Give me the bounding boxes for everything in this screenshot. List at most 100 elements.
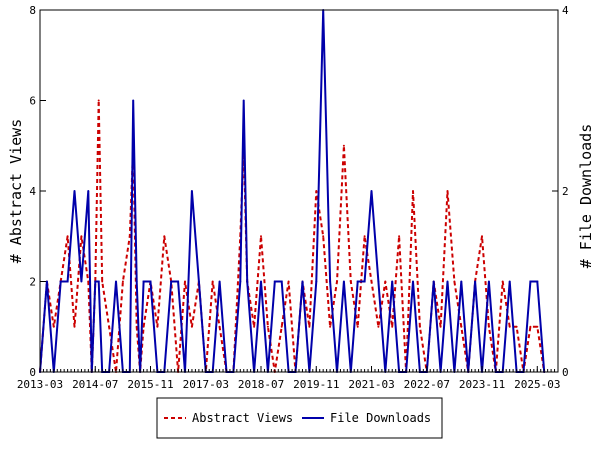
x-tick-label: 2015-11 bbox=[127, 378, 173, 391]
data-point-abstract-views bbox=[184, 280, 186, 283]
data-point-file-downloads bbox=[529, 280, 532, 283]
data-point-abstract-views bbox=[487, 325, 490, 328]
data-point-abstract-views bbox=[460, 325, 463, 328]
data-point-abstract-views bbox=[101, 280, 104, 283]
legend-label-file-downloads: File Downloads bbox=[330, 411, 431, 425]
data-point-file-downloads bbox=[239, 280, 242, 283]
data-point-abstract-views bbox=[280, 325, 283, 328]
data-point-file-downloads bbox=[391, 280, 394, 283]
plot-area bbox=[39, 9, 546, 373]
data-point-file-downloads bbox=[197, 280, 200, 283]
data-point-file-downloads bbox=[66, 280, 69, 283]
data-point-file-downloads bbox=[280, 280, 283, 283]
y-left-tick-label: 2 bbox=[29, 276, 36, 289]
data-point-file-downloads bbox=[246, 280, 249, 283]
x-tick-label: 2023-11 bbox=[459, 378, 505, 391]
data-point-abstract-views bbox=[190, 325, 193, 328]
data-point-file-downloads bbox=[59, 280, 62, 283]
x-tick-label: 2013-03 bbox=[17, 378, 63, 391]
data-point-file-downloads bbox=[87, 190, 90, 192]
series-line-abstract-views bbox=[39, 100, 546, 373]
legend-box bbox=[156, 397, 443, 439]
data-point-abstract-views bbox=[398, 235, 401, 238]
data-point-abstract-views bbox=[73, 325, 76, 328]
data-point-file-downloads bbox=[446, 280, 449, 283]
x-tick-label: 2019-11 bbox=[293, 378, 339, 391]
x-tick-label: 2017-03 bbox=[183, 378, 229, 391]
data-point-file-downloads bbox=[45, 280, 48, 283]
data-point-file-downloads bbox=[363, 280, 366, 283]
data-point-abstract-views bbox=[308, 325, 311, 328]
data-point-abstract-views bbox=[211, 280, 214, 283]
data-point-abstract-views bbox=[163, 235, 166, 238]
data-point-file-downloads bbox=[177, 280, 180, 283]
data-point-abstract-views bbox=[315, 190, 318, 192]
data-point-abstract-views bbox=[508, 325, 511, 328]
data-point-abstract-views bbox=[128, 235, 131, 238]
data-point-abstract-views bbox=[266, 325, 269, 328]
data-point-abstract-views bbox=[87, 280, 90, 283]
series-line-file-downloads bbox=[39, 9, 546, 373]
data-point-file-downloads bbox=[536, 280, 539, 283]
data-point-abstract-views bbox=[515, 325, 518, 328]
data-point-abstract-views bbox=[260, 235, 262, 238]
data-point-file-downloads bbox=[135, 280, 138, 283]
data-point-abstract-views bbox=[349, 280, 352, 283]
legend: Abstract Views File Downloads bbox=[156, 397, 443, 439]
data-point-abstract-views bbox=[336, 280, 338, 283]
data-point-abstract-views bbox=[501, 280, 504, 283]
data-point-file-downloads bbox=[356, 280, 359, 283]
data-point-abstract-views bbox=[536, 325, 539, 328]
data-point-abstract-views bbox=[329, 325, 332, 328]
data-point-file-downloads bbox=[508, 280, 511, 283]
data-point-file-downloads bbox=[273, 280, 276, 283]
data-point-file-downloads bbox=[487, 280, 490, 283]
data-point-abstract-views bbox=[481, 235, 483, 238]
y-left-tick-label: 0 bbox=[29, 366, 36, 379]
data-point-file-downloads bbox=[190, 190, 193, 192]
y-axis-left-title: # Abstract Views bbox=[7, 119, 25, 264]
y-left-tick-label: 4 bbox=[29, 185, 36, 198]
data-point-file-downloads bbox=[97, 280, 100, 283]
y-right-tick-label: 2 bbox=[562, 185, 569, 198]
x-tick-label: 2025-03 bbox=[514, 378, 560, 391]
data-point-abstract-views bbox=[377, 325, 380, 328]
data-point-file-downloads bbox=[370, 190, 373, 192]
data-point-file-downloads bbox=[432, 280, 435, 283]
x-tick-label: 2022-07 bbox=[404, 378, 450, 391]
data-point-file-downloads bbox=[115, 280, 117, 283]
data-point-abstract-views bbox=[97, 99, 100, 102]
data-point-abstract-views bbox=[287, 280, 290, 283]
y-right-tick-label: 0 bbox=[562, 366, 569, 379]
data-point-abstract-views bbox=[453, 280, 456, 283]
data-point-file-downloads bbox=[94, 280, 97, 283]
data-point-abstract-views bbox=[80, 235, 83, 238]
data-point-abstract-views bbox=[529, 325, 532, 328]
data-point-file-downloads bbox=[412, 280, 414, 283]
x-tick-label: 2021-03 bbox=[348, 378, 394, 391]
data-point-file-downloads bbox=[260, 280, 262, 283]
y-axis-right-title: # File Downloads bbox=[577, 124, 595, 269]
data-point-abstract-views bbox=[322, 235, 325, 238]
data-point-abstract-views bbox=[142, 325, 145, 328]
data-point-abstract-views bbox=[108, 325, 111, 328]
legend-label-abstract-views: Abstract Views bbox=[192, 411, 293, 425]
data-point-abstract-views bbox=[66, 235, 69, 238]
data-point-file-downloads bbox=[142, 280, 145, 283]
data-point-abstract-views bbox=[156, 325, 159, 328]
data-point-file-downloads bbox=[242, 99, 245, 102]
data-point-abstract-views bbox=[121, 280, 124, 283]
y-left-tick-label: 6 bbox=[29, 95, 36, 108]
data-point-file-downloads bbox=[80, 280, 83, 283]
data-point-abstract-views bbox=[391, 325, 394, 328]
data-point-abstract-views bbox=[218, 325, 221, 328]
data-point-file-downloads bbox=[460, 280, 463, 283]
y-right-tick-label: 4 bbox=[562, 4, 569, 17]
data-point-file-downloads bbox=[329, 280, 332, 283]
data-point-abstract-views bbox=[135, 325, 138, 328]
data-point-file-downloads bbox=[170, 280, 173, 283]
data-point-abstract-views bbox=[370, 280, 373, 283]
data-point-abstract-views bbox=[412, 190, 414, 192]
data-point-file-downloads bbox=[149, 280, 152, 283]
